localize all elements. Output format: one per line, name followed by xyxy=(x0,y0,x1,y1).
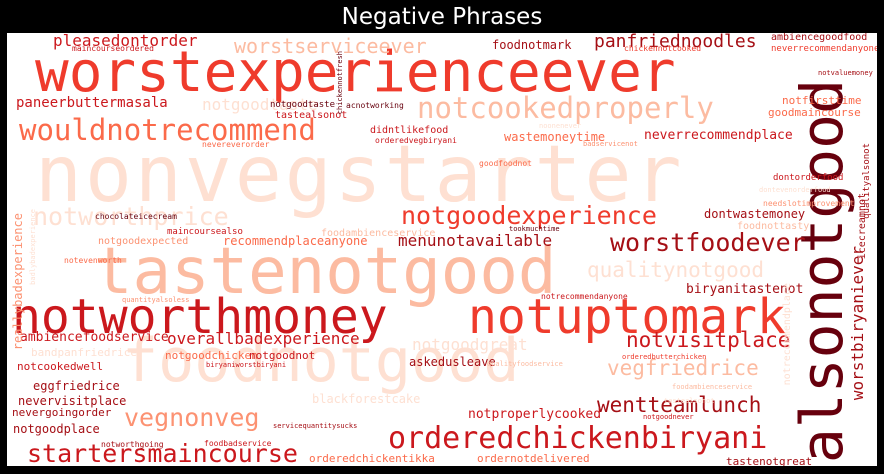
word: foodbadservice xyxy=(204,439,272,448)
word: notgoodchicken xyxy=(165,349,258,362)
word: tookmuchtime xyxy=(509,225,560,233)
word: neverrecommendanyone xyxy=(771,44,877,54)
word: foodnotgood xyxy=(122,326,520,396)
word: acnotworking xyxy=(346,101,404,110)
word: paneerbuttermasala xyxy=(16,95,168,111)
word: orderedchickentikka xyxy=(309,452,435,465)
word: notgoodnever xyxy=(643,413,694,421)
word: foodambienceservice xyxy=(672,383,753,391)
word: badservicenot xyxy=(583,140,638,148)
word: dontevenorderfood xyxy=(759,186,831,194)
word: reallybadexperience xyxy=(11,213,25,351)
word: biryanitastenot xyxy=(686,282,804,297)
word: notgoodplace xyxy=(13,422,100,436)
word: badlybadexperience xyxy=(29,209,37,285)
word: orderedchickenbiryani xyxy=(388,421,768,456)
word: nevergoingorder xyxy=(12,406,112,419)
word: notproperlycooked xyxy=(468,407,602,422)
word: notworthmoney xyxy=(12,289,388,345)
word: pleasedontorder xyxy=(53,33,198,50)
word: notgoodtaste xyxy=(270,100,336,110)
word: chickennotcooked xyxy=(624,44,702,53)
word: vegnonveg xyxy=(124,403,260,432)
word: eggfriedrice xyxy=(33,379,120,393)
word: notgoodexperience xyxy=(401,201,657,230)
word: goodmaincourse xyxy=(768,106,861,119)
word: wentteamlunch xyxy=(597,393,762,417)
word: notvaluemoney xyxy=(818,69,873,77)
word: chickennotfresh xyxy=(336,51,344,115)
word: notrecommendanyone xyxy=(541,292,628,301)
word: dontorderfood xyxy=(773,173,844,183)
word: foodnotmark xyxy=(492,38,572,52)
word: wouldnotrecommend xyxy=(19,113,316,147)
word: notgoodnot xyxy=(249,349,316,362)
word: orderedvegbiryani xyxy=(375,136,457,145)
word: quantityalsoless xyxy=(122,296,190,304)
word: noonenever xyxy=(539,122,582,130)
word: tastenotgood xyxy=(94,235,557,309)
word: menunotavailable xyxy=(398,231,553,250)
word: worstfoodever xyxy=(610,228,806,257)
word: alsonotgood xyxy=(788,79,856,464)
word: ordernotdelivered xyxy=(477,452,590,465)
word-cloud: nonvegstarter tastenotgood worstexperien… xyxy=(7,33,877,466)
word: notevenworth xyxy=(64,256,122,265)
word: nevervisitplace xyxy=(18,394,127,408)
word: tastealsonot xyxy=(275,110,348,121)
word: maincoursealso xyxy=(167,227,243,237)
word: notworthprice xyxy=(33,202,229,231)
word: nonvegstarter xyxy=(35,130,685,220)
word: worstbiryaniever xyxy=(848,246,867,401)
word: wastemoneytime xyxy=(504,130,606,144)
word: tastealsonot xyxy=(664,397,715,405)
word: ambiencefoodservice xyxy=(20,330,169,345)
word: notgoodgreat xyxy=(412,335,528,354)
word: notcookedproperly xyxy=(417,91,714,125)
word: vegfriedrice xyxy=(607,356,759,380)
word: chocolateicecream xyxy=(95,212,177,221)
word: orderedbutterchicken xyxy=(622,353,707,361)
word: notrecommendplace xyxy=(782,283,793,386)
word: servicequantitysucks xyxy=(273,422,358,430)
word: notworthgoing xyxy=(101,440,164,449)
word: panfriednoodles xyxy=(594,33,757,52)
word: qualitynotgood xyxy=(587,258,765,282)
word: notuptomark xyxy=(468,289,786,345)
word: recommendplaceanyone xyxy=(223,234,368,248)
word: worstexperienceever xyxy=(35,40,676,105)
word: biryaniworstbiryani xyxy=(206,361,287,369)
chart-title: Negative Phrases xyxy=(341,4,543,30)
word: startersmaincourse xyxy=(27,439,298,466)
word: worstserviceever xyxy=(234,34,427,58)
word: notfirsttime xyxy=(782,94,862,107)
word: qualityfoodservice xyxy=(487,360,563,368)
word: blackforestcake xyxy=(312,392,421,406)
word: maincourseordered xyxy=(72,44,154,53)
word: notgoodexpected xyxy=(98,236,189,247)
word: tastenotgreat xyxy=(726,455,813,466)
word: dontwastemoney xyxy=(704,207,806,221)
word: foodnottasty xyxy=(737,221,810,232)
word: qualityalsonot xyxy=(862,143,872,219)
word: askedusleave xyxy=(409,355,496,369)
word: notvisitplace xyxy=(626,328,791,352)
word: ambiencegoodfood xyxy=(771,33,868,43)
word: neverrecommendplace xyxy=(644,128,793,143)
word: didntlikefood xyxy=(370,125,449,136)
word: needslotimprovement xyxy=(763,199,855,208)
word: goodfoodnot xyxy=(479,159,532,168)
word: foodambienceservice xyxy=(321,228,436,239)
word: notgoodtaste xyxy=(202,95,318,114)
word: notcookedwell xyxy=(17,360,104,373)
word: bandpanfriedrice xyxy=(31,346,137,359)
word: overallbadexperience xyxy=(167,329,360,348)
word: nevereverorder xyxy=(202,140,270,149)
